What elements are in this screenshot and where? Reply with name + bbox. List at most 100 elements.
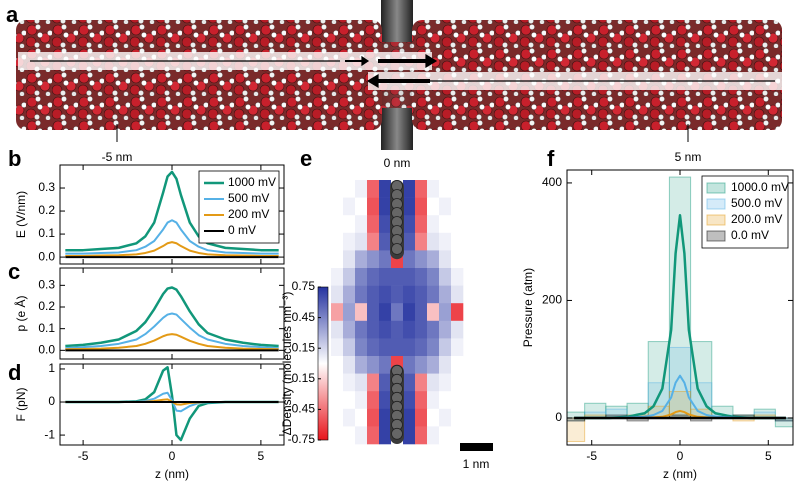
heatmap-cell [379, 232, 392, 251]
heatmap-cell [403, 197, 416, 216]
heatmap-cell [403, 356, 416, 374]
heatmap-cell [403, 426, 416, 445]
heatmap-cell [367, 215, 380, 234]
heatmap-cell [379, 408, 392, 427]
heatmap-cell [427, 356, 440, 374]
heatmap-cell [439, 408, 452, 427]
heatmap-cell [355, 426, 368, 445]
heatmap-cell [391, 338, 404, 357]
heatmap-cell [451, 180, 464, 198]
y-tick-label: 0.2 [38, 203, 55, 217]
legend-label: 500.0 mV [731, 196, 782, 210]
heatmap-cell [367, 285, 380, 304]
heatmap-cell [379, 373, 392, 392]
heatmap-cell [367, 408, 380, 427]
legend-label: 1000 mV [228, 175, 276, 189]
heatmap-cell [427, 303, 440, 322]
heatmap-cell [355, 356, 368, 374]
series-line [65, 241, 279, 257]
heatmap-cell [391, 303, 404, 322]
heatmap-cell [451, 408, 464, 427]
series-line [65, 333, 279, 351]
colorbar [317, 286, 329, 441]
heatmap-cell [403, 285, 416, 304]
heatmap-cell [427, 338, 440, 357]
heatmap-cell [331, 426, 344, 445]
heatmap-cell [343, 408, 356, 427]
heatmap-cell [355, 303, 368, 322]
x-axis-label: z (nm) [663, 467, 697, 481]
heatmap-cell [343, 268, 356, 286]
heatmap-cell [379, 285, 392, 304]
heatmap-cell [355, 268, 368, 286]
heatmap-cell [415, 215, 428, 234]
heatmap-cell [355, 320, 368, 339]
heatmap-cell [331, 356, 344, 374]
heatmap-cell [403, 338, 416, 357]
heatmap-cell [343, 320, 356, 339]
heatmap-cell [379, 215, 392, 234]
heatmap-cell [439, 338, 452, 357]
heatmap-cell [451, 250, 464, 269]
heatmap-cell [403, 268, 416, 286]
heatmap-cell [415, 426, 428, 445]
heatmap-cell [439, 356, 452, 374]
panel-letter: a [6, 2, 19, 27]
heatmap-cell [379, 180, 392, 198]
heatmap-cell [331, 338, 344, 357]
y-tick-label: -1 [44, 427, 55, 441]
heatmap-cell [427, 285, 440, 304]
y-axis-label: E (V/nm) [14, 191, 28, 238]
heatmap-cell [403, 180, 416, 198]
legend-swatch [706, 230, 726, 242]
heatmap-cell [451, 268, 464, 286]
position-label: 0 nm [384, 156, 411, 170]
field-arrows [30, 53, 775, 89]
heatmap-cell [427, 426, 440, 445]
legend-label: 0.0 mV [731, 228, 769, 242]
heatmap-cell [427, 373, 440, 392]
heatmap-cell [331, 180, 344, 198]
series-line [65, 366, 279, 442]
heatmap-cell [415, 232, 428, 251]
heatmap-cell [415, 197, 428, 216]
heatmap-cell [439, 285, 452, 304]
heatmap-cell [343, 285, 356, 304]
heatmap-cell [427, 197, 440, 216]
colorbar-tick-label: 0.75 [292, 279, 316, 293]
y-tick-label: 0.1 [38, 226, 55, 240]
heatmap-cell [415, 285, 428, 304]
x-tick-label: -5 [78, 449, 89, 463]
heatmap-cell [451, 320, 464, 339]
heatmap-cell [379, 391, 392, 410]
panel-letter: e [300, 146, 312, 171]
heatmap-cell [427, 408, 440, 427]
x-tick-label: 5 [258, 449, 265, 463]
heatmap-cell [451, 373, 464, 392]
heatmap-cell [379, 197, 392, 216]
heatmap-cell [367, 180, 380, 198]
heatmap-cell [403, 303, 416, 322]
series-line [65, 286, 279, 348]
legend-box [701, 175, 789, 249]
heatmap-cell [391, 320, 404, 339]
heatmap-cell [403, 250, 416, 269]
heatmap-cell [451, 356, 464, 374]
y-tick-label: 0.3 [38, 278, 55, 292]
heatmap-cell [451, 303, 464, 322]
heatmap-cell [343, 232, 356, 251]
heatmap-cell [451, 285, 464, 304]
position-label: 5 nm [675, 150, 702, 164]
panel-letter: d [8, 360, 21, 385]
heatmap-cell [367, 426, 380, 445]
heatmap-cell [379, 250, 392, 269]
y-tick-label: 0.2 [38, 299, 55, 313]
heatmap-cell [355, 285, 368, 304]
heatmap-cell [367, 250, 380, 269]
heatmap-cell [415, 373, 428, 392]
nanotube-atom [391, 427, 403, 440]
heatmap-cell [355, 250, 368, 269]
x-tick-label: 5 [765, 449, 772, 463]
